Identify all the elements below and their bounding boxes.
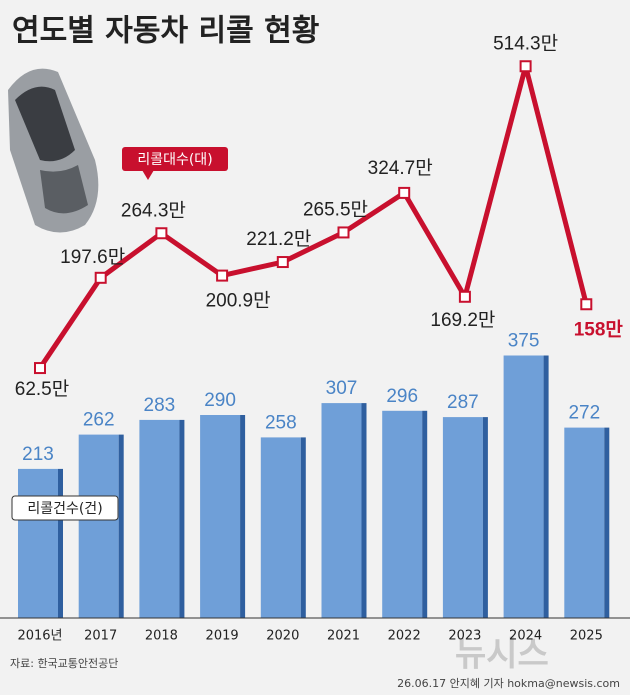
bar-face: [18, 468, 58, 618]
line-marker: [458, 290, 471, 303]
legend-box: [11, 495, 119, 521]
line-value-label: 169.2만: [430, 309, 495, 331]
line-value-label: 200.9만: [206, 290, 271, 312]
line-value-label: 264.3만: [121, 199, 186, 221]
bar: [503, 355, 549, 618]
x-tick-label: 2022: [388, 629, 421, 644]
legend-box: [122, 147, 228, 171]
x-tick-label: 2019: [206, 629, 239, 644]
bar: [321, 403, 367, 618]
bar-side: [58, 468, 63, 618]
line-value-label: 324.7만: [368, 157, 433, 179]
x-tick-label: 2020: [266, 629, 299, 644]
bar-side: [118, 434, 124, 618]
bar: [260, 437, 306, 618]
bar: [442, 417, 488, 618]
line-value-label: 158만: [574, 318, 624, 340]
bar-face: [503, 355, 544, 618]
line-value-label: 514.3만: [493, 32, 558, 54]
bar-value-label: 307: [326, 378, 358, 399]
bar-face: [442, 417, 483, 618]
bar-side: [482, 417, 488, 618]
bar-face: [382, 410, 423, 618]
bar-face: [564, 427, 605, 618]
bar: [382, 410, 428, 618]
line-value-label: 221.2만: [246, 228, 311, 250]
bar-side: [361, 403, 367, 618]
chart-title: 연도별 자동차 리콜 현황: [12, 14, 319, 49]
line-marker: [398, 186, 411, 199]
source: 자료: 한국교통안전공단: [10, 657, 118, 670]
line-value-label: 197.6만: [60, 246, 125, 268]
x-tick-label: 2016년: [17, 629, 62, 644]
bar: [564, 427, 610, 618]
bar-value-label: 375: [508, 331, 540, 352]
x-tick-label: 2024: [509, 629, 542, 644]
line-marker: [580, 298, 593, 311]
line-marker: [216, 269, 229, 282]
line-marker: [519, 60, 532, 73]
bar-side: [300, 437, 306, 618]
bar-face: [78, 434, 119, 618]
bar-face: [260, 437, 301, 618]
bar-value-label: 258: [265, 412, 297, 433]
bar-side: [179, 419, 185, 618]
bar-side: [604, 427, 610, 618]
line-value-label: 265.5만: [303, 198, 368, 220]
bar: [200, 415, 246, 618]
credit: 26.06.17 안지혜 기자 hokma@newsis.com: [397, 677, 620, 690]
bar-face: [321, 403, 362, 618]
bar: [139, 419, 185, 618]
x-tick-label: 2017: [84, 629, 117, 644]
bar-value-label: 213: [22, 444, 54, 465]
x-tick-label: 2018: [145, 629, 178, 644]
bar-side: [240, 415, 246, 618]
bar-value-label: 296: [386, 386, 418, 407]
bar: [78, 434, 124, 618]
bar-face: [200, 415, 241, 618]
x-tick-label: 2025: [570, 629, 603, 644]
line-marker: [337, 226, 350, 239]
bar-value-label: 290: [204, 390, 236, 411]
line-marker: [155, 227, 168, 240]
watermark: 뉴시스: [455, 635, 549, 675]
bar-value-label: 283: [144, 395, 176, 416]
bar-face: [139, 419, 180, 618]
legend-pointer: [142, 170, 154, 180]
bar-value-label: 262: [83, 410, 115, 431]
x-tick-label: 2023: [448, 629, 481, 644]
x-tick-label: 2021: [327, 629, 360, 644]
line: [37, 63, 589, 370]
car-illustration: [8, 68, 99, 233]
line-marker: [94, 271, 107, 284]
bar-value-label: 287: [447, 392, 479, 413]
bar-side: [543, 355, 549, 618]
bar: [18, 468, 63, 618]
line-marker: [276, 256, 289, 269]
legend-label: 리콜건수(건): [27, 501, 102, 517]
line-marker: [34, 362, 46, 375]
legend-label: 리콜대수(대): [137, 152, 212, 168]
line-value-label: 62.5만: [15, 378, 69, 400]
bar-side: [422, 410, 428, 618]
bar-value-label: 272: [568, 403, 600, 424]
